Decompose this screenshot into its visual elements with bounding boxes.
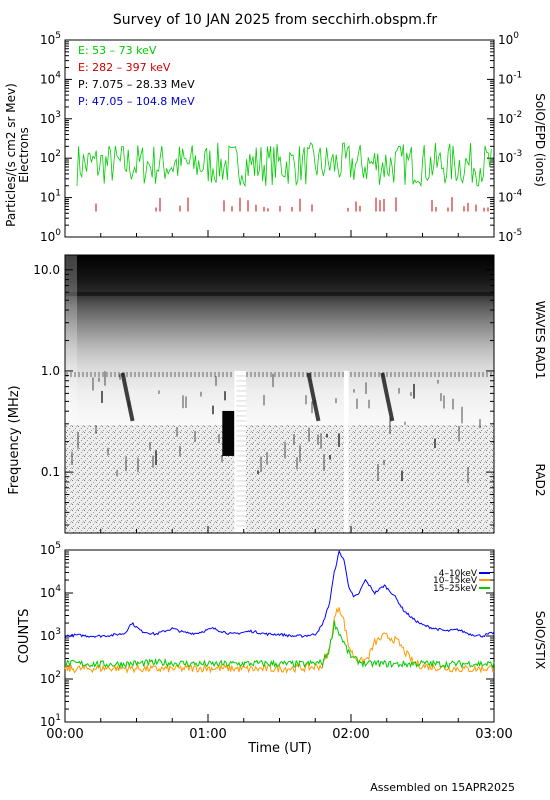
stix-series-line xyxy=(64,607,495,674)
waves-ticks: 0.1 1.0 10.0 xyxy=(33,263,495,533)
epd-y2tick-label: 10-4 xyxy=(498,189,523,205)
type-iii-burst xyxy=(120,372,135,422)
epd-ytick-label: 104 xyxy=(40,70,61,86)
epd-ytick-label: 101 xyxy=(40,189,61,205)
rad2-data-gap xyxy=(234,370,247,533)
stix-series xyxy=(64,549,495,674)
epd-y2tick-label: 10-1 xyxy=(498,70,522,86)
stix-xlabel: Time (UT) xyxy=(247,741,312,756)
stix-xtick-label: 00:00 xyxy=(46,727,83,742)
stix-ytick-label: 105 xyxy=(40,541,61,557)
stix-xtick-label: 01:00 xyxy=(189,727,226,742)
epd-panel: 100 101 102 103 104 105 10-5 10-4 10-3 10-2 10-1 10… xyxy=(4,31,547,244)
epd-ylabel: Particles/(s cm2 sr Mev) xyxy=(4,83,18,227)
rad2-spectrum xyxy=(65,425,494,533)
stix-frame xyxy=(64,549,495,723)
rad1-band xyxy=(65,292,494,296)
waves-ytick-label: 10.0 xyxy=(33,263,60,277)
stix-legend: 4–10keV 10–15keV 15–25keV xyxy=(433,569,490,594)
stix-series-line xyxy=(64,620,495,670)
epd-ytick-label: 105 xyxy=(40,31,61,47)
stix-legend-entry: 15–25keV xyxy=(433,584,478,594)
waves-ylabel: Frequency (MHz) xyxy=(7,385,22,494)
epd-y2tick-label: 10-2 xyxy=(498,110,522,126)
epd-ylabel-electrons: Electrons xyxy=(17,127,31,182)
stix-ytick-label: 104 xyxy=(40,584,61,600)
type-iii-burst xyxy=(380,372,395,422)
epd-ticks: 100 101 102 103 104 105 10-5 10-4 10-3 10-2 10-1 10… xyxy=(40,31,523,244)
rad1-left-edge xyxy=(65,255,77,425)
epd-right-label: SolO/EPD (ions) xyxy=(533,93,547,187)
epd-legend-entry: P: 47.05 – 104.8 MeV xyxy=(78,95,195,108)
stix-ytick-label: 101 xyxy=(40,713,61,729)
epd-y2tick-label: 10-5 xyxy=(498,228,522,244)
epd-legend-entry: P: 7.075 – 28.33 MeV xyxy=(78,78,195,91)
epd-series-line xyxy=(76,142,492,188)
epd-legend: E: 53 – 73 keV E: 282 – 397 keV P: 7.075… xyxy=(78,44,195,108)
stix-ylabel: COUNTS xyxy=(17,609,32,664)
stix-ytick-label: 102 xyxy=(40,670,61,686)
stix-right-label: SolO/STIX xyxy=(533,611,547,670)
epd-y2tick-label: 100 xyxy=(498,31,519,47)
stix-legend-entry: 10–15keV xyxy=(433,576,478,586)
rad1-spectrum xyxy=(65,255,494,425)
stix-series-line xyxy=(64,549,495,639)
stix-panel: 101 102 103 104 105 00:00 01:00 02:00 03:00 COUN… xyxy=(17,541,547,756)
rad1-label: WAVES RAD1 xyxy=(533,301,547,380)
epd-ytick-label: 100 xyxy=(40,228,61,244)
waves-marks xyxy=(66,370,492,533)
stix-ytick-label: 103 xyxy=(40,627,61,643)
epd-legend-entry: E: 53 – 73 keV xyxy=(78,44,157,57)
epd-y2tick-label: 10-3 xyxy=(498,149,522,165)
stix-ticks: 101 102 103 104 105 00:00 01:00 02:00 03:00 xyxy=(40,541,513,742)
rad2-data-gap xyxy=(343,370,349,533)
epd-ytick-label: 103 xyxy=(40,110,61,126)
figure-title: Survey of 10 JAN 2025 from secchirh.obsp… xyxy=(113,12,437,28)
type-iii-burst xyxy=(306,372,321,422)
rad2-dark-block xyxy=(222,410,235,456)
stix-xtick-label: 03:00 xyxy=(475,727,512,742)
stix-legend-entry: 4–10keV xyxy=(439,569,478,579)
epd-ytick-label: 102 xyxy=(40,149,61,165)
waves-ytick-label: 0.1 xyxy=(41,465,60,479)
waves-ytick-label: 1.0 xyxy=(41,364,60,378)
waves-panel: 0.1 1.0 10.0 Frequency (MHz) WAVES RAD1 RA… xyxy=(7,254,547,534)
rad2-label: RAD2 xyxy=(533,464,547,497)
stix-xtick-label: 02:00 xyxy=(332,727,369,742)
epd-series xyxy=(76,142,492,212)
epd-legend-entry: E: 282 – 397 keV xyxy=(78,61,171,74)
footer-assembled: Assembled on 15APR2025 xyxy=(370,781,515,794)
